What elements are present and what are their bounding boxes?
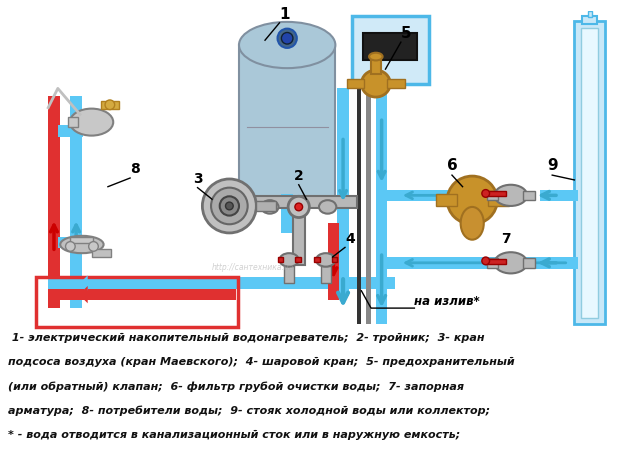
Ellipse shape — [261, 200, 278, 213]
Ellipse shape — [239, 22, 335, 68]
Ellipse shape — [319, 200, 336, 213]
Bar — [582, 16, 597, 24]
Text: 7: 7 — [501, 231, 511, 246]
Ellipse shape — [89, 242, 98, 251]
Bar — [352, 16, 429, 83]
Ellipse shape — [278, 29, 297, 48]
Ellipse shape — [226, 202, 233, 210]
Bar — [540, 257, 578, 269]
Text: (или обратный) клапан;  6- фильтр грубой очистки воды;  7- запорная: (или обратный) клапан; 6- фильтр грубой … — [8, 381, 463, 392]
Bar — [328, 223, 339, 301]
Bar — [91, 249, 111, 257]
Bar — [239, 45, 335, 204]
Ellipse shape — [361, 70, 391, 97]
Bar — [58, 237, 83, 248]
Bar — [487, 258, 498, 268]
Ellipse shape — [316, 253, 335, 266]
Bar — [70, 96, 82, 308]
Text: 8: 8 — [130, 162, 140, 176]
Bar — [387, 79, 404, 89]
Ellipse shape — [281, 32, 293, 44]
Text: 6: 6 — [447, 158, 458, 173]
Ellipse shape — [288, 196, 309, 218]
Bar — [36, 277, 238, 327]
Bar — [485, 191, 506, 196]
Bar — [581, 28, 598, 318]
Bar — [356, 26, 361, 325]
Bar — [70, 237, 93, 242]
Bar — [256, 201, 276, 211]
Bar — [278, 257, 283, 262]
Bar — [347, 79, 365, 89]
Ellipse shape — [295, 203, 302, 211]
Bar — [352, 21, 410, 32]
Bar — [101, 101, 119, 109]
Bar — [366, 26, 371, 325]
Bar — [246, 196, 356, 208]
Bar — [337, 89, 349, 296]
Ellipse shape — [202, 179, 256, 233]
Text: 4: 4 — [345, 231, 355, 246]
Bar — [540, 189, 578, 201]
Bar — [588, 11, 592, 17]
Text: * - вода отводится в канализационный сток или в наружную емкость;: * - вода отводится в канализационный сто… — [8, 430, 460, 440]
Bar — [376, 21, 387, 325]
Bar — [371, 57, 380, 74]
Bar — [376, 189, 501, 201]
Polygon shape — [79, 286, 188, 303]
Ellipse shape — [447, 176, 497, 224]
Bar — [48, 96, 60, 308]
Bar — [284, 266, 294, 283]
Ellipse shape — [70, 109, 113, 136]
Polygon shape — [79, 275, 188, 293]
Bar — [48, 289, 236, 301]
Bar — [488, 195, 509, 206]
Bar — [332, 257, 337, 262]
Bar — [48, 277, 395, 289]
Text: 5: 5 — [401, 26, 411, 41]
Ellipse shape — [280, 253, 299, 266]
Text: 3: 3 — [193, 172, 202, 186]
Bar — [574, 21, 605, 325]
Bar — [436, 195, 456, 206]
Ellipse shape — [105, 100, 115, 110]
Ellipse shape — [369, 53, 382, 60]
Bar — [58, 125, 83, 136]
Text: http://сантехника.ua: http://сантехника.ua — [212, 263, 294, 272]
Ellipse shape — [482, 257, 489, 265]
Bar — [376, 257, 588, 269]
Bar — [295, 257, 301, 262]
Text: на излив*: на излив* — [415, 295, 480, 308]
Ellipse shape — [60, 236, 103, 253]
Bar — [314, 257, 320, 262]
Bar — [523, 190, 535, 200]
Ellipse shape — [495, 252, 527, 273]
Bar — [293, 202, 304, 265]
Text: 9: 9 — [547, 158, 558, 173]
Text: 2: 2 — [294, 169, 304, 183]
Text: 1: 1 — [280, 7, 290, 22]
Bar — [68, 117, 78, 127]
Text: подсоса воздуха (кран Маевского);  4- шаровой кран;  5- предохранительный: подсоса воздуха (кран Маевского); 4- шар… — [8, 357, 514, 367]
Text: арматура;  8- потребители воды;  9- стояк холодной воды или коллектор;: арматура; 8- потребители воды; 9- стояк … — [8, 405, 490, 416]
Ellipse shape — [495, 185, 527, 206]
Ellipse shape — [211, 188, 248, 224]
Ellipse shape — [220, 196, 239, 216]
Bar — [321, 266, 330, 283]
Ellipse shape — [65, 242, 75, 251]
Ellipse shape — [461, 207, 484, 240]
Bar — [485, 259, 506, 264]
Bar — [523, 258, 535, 268]
Bar — [281, 195, 293, 233]
Text: 1- электрический накопительный водонагреватель;  2- тройник;  3- кран: 1- электрический накопительный водонагре… — [8, 333, 484, 343]
Ellipse shape — [482, 189, 489, 197]
Bar — [363, 34, 417, 60]
Bar — [487, 190, 498, 200]
